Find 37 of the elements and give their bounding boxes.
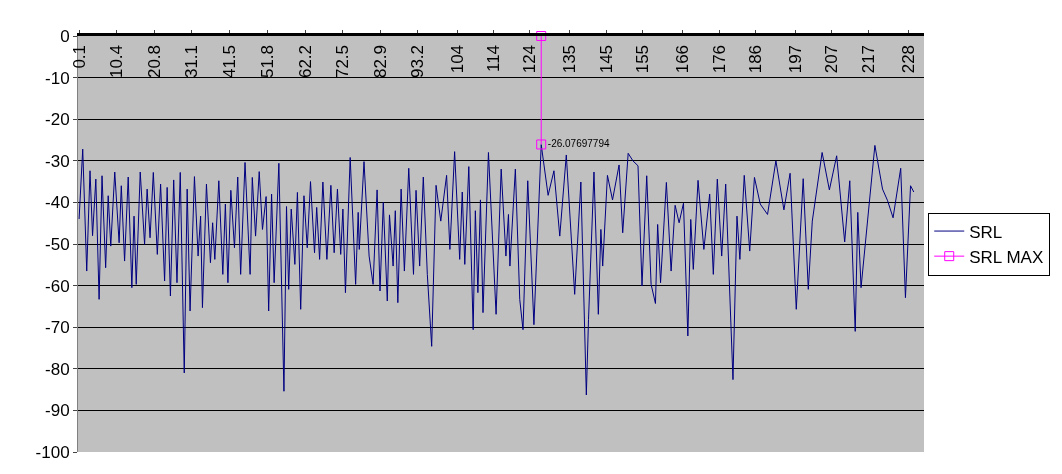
y-tick-label: -70 — [45, 318, 70, 338]
y-tick-label: -20 — [45, 110, 70, 130]
x-tick-label: 155 — [633, 44, 653, 74]
x-tick-label: 207 — [822, 44, 842, 74]
x-tick-label: 72.5 — [333, 44, 353, 79]
y-tick-label: -80 — [45, 359, 70, 379]
y-tick-label: -60 — [45, 276, 70, 296]
x-tick-label: 124 — [520, 44, 540, 74]
legend-label: SRL — [969, 222, 1003, 242]
y-tick-label: -40 — [45, 193, 70, 213]
x-tick-label: 10.4 — [107, 44, 127, 79]
y-tick-label: -10 — [45, 68, 70, 88]
y-tick-label: -30 — [45, 151, 70, 171]
x-tick-label: 82.9 — [370, 44, 390, 79]
x-tick-label: 0.1 — [69, 44, 89, 69]
x-tick-label: 217 — [858, 44, 878, 74]
data-label: -26.07697794 — [547, 137, 610, 149]
legend-label: SRL MAX — [969, 247, 1044, 267]
y-tick-label: -50 — [45, 234, 70, 254]
x-tick-label: 114 — [484, 44, 504, 73]
x-tick-label: 197 — [786, 44, 806, 74]
x-tick-label: 135 — [560, 44, 580, 74]
x-tick-label: 31.1 — [182, 44, 202, 79]
x-tick-label: 145 — [596, 44, 616, 74]
x-tick-label: 62.2 — [295, 44, 315, 79]
x-tick-label: 186 — [746, 44, 766, 74]
x-tick-label: 51.8 — [257, 44, 277, 79]
x-tick-label: 228 — [898, 44, 918, 74]
x-tick-label: 20.8 — [144, 44, 164, 79]
y-tick-label: -100 — [35, 442, 70, 462]
x-tick-label: 176 — [709, 44, 729, 74]
y-tick-label: 0 — [60, 26, 70, 46]
x-tick-label: 166 — [673, 44, 693, 74]
x-tick-label: 104 — [447, 44, 467, 74]
x-tick-label: 93.2 — [408, 44, 428, 79]
y-tick-label: -90 — [45, 401, 70, 421]
x-tick-label: 41.5 — [220, 44, 240, 79]
